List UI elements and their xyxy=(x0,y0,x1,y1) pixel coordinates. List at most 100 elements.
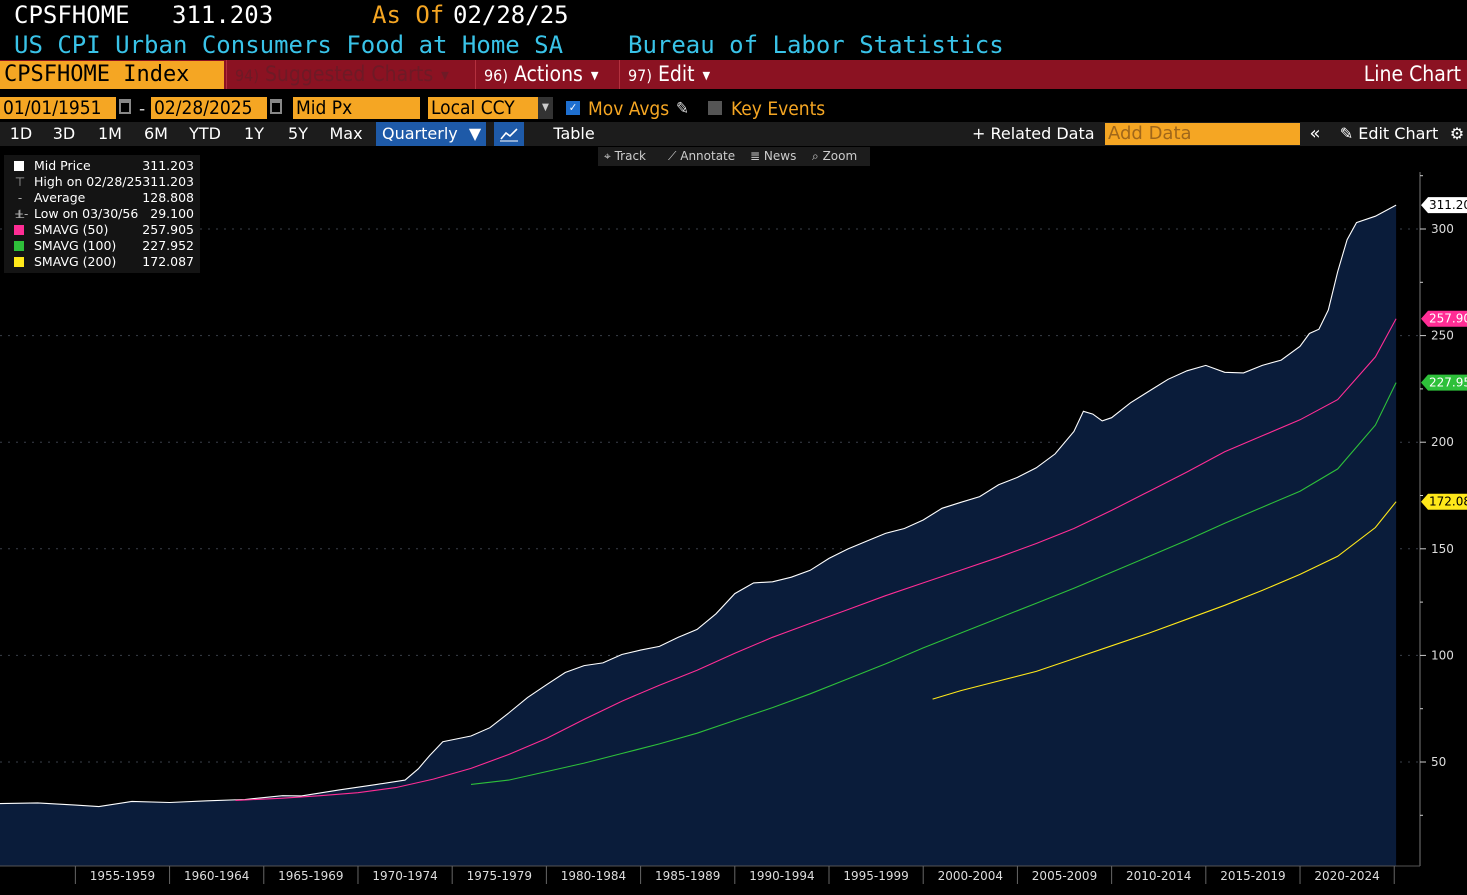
annotate-tool[interactable]: ⟋ Annotate xyxy=(662,147,744,166)
range-1m[interactable]: 1M xyxy=(98,124,122,143)
range-6m[interactable]: 6M xyxy=(144,124,168,143)
range-toolbar: 1D 3D 1M 6M YTD 1Y 5Y Max Quarterly ▼ Ta… xyxy=(0,122,1467,146)
y-tick-label: 300 xyxy=(1431,222,1454,236)
y-tick-label: 50 xyxy=(1431,755,1446,769)
x-tick-label: 1990-1994 xyxy=(749,869,814,883)
related-data-button[interactable]: + Related Data xyxy=(972,124,1094,143)
as-of-date: 02/28/25 xyxy=(453,1,569,29)
calendar-icon[interactable] xyxy=(119,99,131,114)
calendar-icon[interactable] xyxy=(270,99,282,114)
average-marker-icon: -+- xyxy=(14,191,29,221)
range-1y[interactable]: 1Y xyxy=(244,124,264,143)
last-value-tag-bg xyxy=(1421,374,1467,391)
legend-value: 311.203 xyxy=(142,158,194,173)
data-source: Bureau of Labor Statistics xyxy=(628,31,1004,59)
news-tool[interactable]: ≣ News xyxy=(744,147,806,166)
x-tick-label: 1985-1989 xyxy=(655,869,720,883)
ticker: CPSFHOME xyxy=(14,1,130,29)
last-value-tag: 311.203 xyxy=(1421,197,1467,214)
range-max[interactable]: Max xyxy=(329,124,363,143)
chart-legend: Mid Price 311.203 ⊤ High on 02/28/25 311… xyxy=(4,155,200,273)
smavg-200-line xyxy=(932,501,1397,700)
news-icon: ≣ xyxy=(750,149,761,163)
currency-select[interactable]: Local CCY xyxy=(428,97,538,119)
last-price: 311.203 xyxy=(172,1,274,29)
range-5y[interactable]: 5Y xyxy=(288,124,308,143)
legend-label: SMAVG (50) xyxy=(34,222,109,237)
line-chart-view-button[interactable] xyxy=(494,122,524,146)
dropdown-arrow-icon[interactable]: ▼ xyxy=(538,97,553,119)
suggested-charts-menu[interactable]: 94) Suggested Charts ▼ xyxy=(226,60,474,89)
date-separator: - xyxy=(139,98,146,120)
mov-avgs-label: Mov Avgs xyxy=(588,98,670,120)
x-tick-label: 1955-1959 xyxy=(90,869,155,883)
mov-avgs-checkbox[interactable]: ✓ xyxy=(566,101,580,115)
x-tick-label: 2015-2019 xyxy=(1220,869,1285,883)
range-ytd[interactable]: YTD xyxy=(189,124,221,143)
last-value-tag-text: 172.087 xyxy=(1429,495,1467,509)
range-3d[interactable]: 3D xyxy=(52,124,76,143)
range-1d[interactable]: 1D xyxy=(9,124,33,143)
legend-swatch xyxy=(14,225,24,235)
legend-label: Mid Price xyxy=(34,158,91,173)
legend-value: 257.905 xyxy=(142,222,194,237)
x-tick-label: 1960-1964 xyxy=(184,869,249,883)
legend-swatch xyxy=(14,161,24,171)
legend-label: SMAVG (200) xyxy=(34,254,117,269)
start-date-field[interactable]: 01/01/1951 xyxy=(0,97,116,119)
high-marker-icon: ⊤ xyxy=(14,175,26,189)
menu-number: 94) xyxy=(235,66,259,85)
x-tick-label: 2010-2014 xyxy=(1126,869,1191,883)
y-tick-label: 200 xyxy=(1431,435,1454,449)
price-chart[interactable]: 50100150200250300311.203257.905227.95217… xyxy=(0,147,1467,895)
x-tick-label: 1995-1999 xyxy=(843,869,908,883)
crosshair-icon: ⌖ xyxy=(604,149,611,163)
pencil-icon[interactable]: ✎ xyxy=(676,99,689,119)
gear-icon[interactable]: ⚙ xyxy=(1449,124,1465,143)
edit-chart-label: Edit Chart xyxy=(1358,124,1439,143)
price-field-select[interactable]: Mid Px xyxy=(293,97,420,119)
key-events-label: Key Events xyxy=(731,98,826,120)
legend-item: SMAVG (50) 257.905 xyxy=(4,222,200,238)
security-name: US CPI Urban Consumers Food at Home SA xyxy=(14,31,564,59)
legend-swatch xyxy=(14,257,24,267)
legend-label: High on 02/28/25 xyxy=(34,174,143,189)
add-data-input[interactable]: Add Data xyxy=(1105,123,1300,145)
menu-number: 96) xyxy=(484,66,508,85)
zoom-tool[interactable]: ⌕ Zoom xyxy=(806,147,870,166)
key-events-checkbox[interactable] xyxy=(708,101,722,115)
annotate-label: Annotate xyxy=(680,149,736,163)
legend-item: ⊥ Low on 03/30/56 29.100 xyxy=(4,206,200,222)
edit-menu[interactable]: 97) Edit ▼ xyxy=(619,60,725,89)
caret-down-icon: ▼ xyxy=(468,124,482,143)
actions-menu[interactable]: 96) Actions ▼ xyxy=(475,60,618,89)
legend-value: 172.087 xyxy=(142,254,194,269)
last-value-tag-text: 227.952 xyxy=(1429,376,1467,390)
edit-chart-button[interactable]: ✎ Edit Chart xyxy=(1334,122,1444,146)
legend-label: Average xyxy=(34,190,86,205)
as-of-label: As Of xyxy=(372,1,445,29)
smavg-100-line xyxy=(470,382,1397,785)
legend-item: Mid Price 311.203 xyxy=(4,158,200,174)
security-description: US CPI Urban Consumers Food at Home SA B… xyxy=(0,30,1467,60)
last-value-tag-text: 311.203 xyxy=(1429,198,1467,212)
legend-value: 227.952 xyxy=(142,238,194,253)
legend-value: 311.203 xyxy=(142,174,194,189)
legend-label: SMAVG (100) xyxy=(34,238,117,253)
legend-item: SMAVG (200) 172.087 xyxy=(4,254,200,270)
security-index-field[interactable]: CPSFHOME Index xyxy=(0,61,224,89)
end-date-field[interactable]: 02/28/2025 xyxy=(151,97,267,119)
menu-label: Edit xyxy=(657,62,695,86)
x-tick-label: 1965-1969 xyxy=(278,869,343,883)
news-label: News xyxy=(763,149,797,163)
x-tick-label: 1980-1984 xyxy=(561,869,626,883)
menu-bar: CPSFHOME Index 94) Suggested Charts ▼ 96)… xyxy=(0,60,1467,89)
annotate-icon: ⟋ xyxy=(668,149,677,163)
y-tick-label: 150 xyxy=(1431,542,1454,556)
track-tool[interactable]: ⌖ Track xyxy=(598,147,662,166)
last-value-tag: 227.952 xyxy=(1421,374,1467,391)
table-view-button[interactable]: Table xyxy=(553,124,595,143)
collapse-double-chevron-icon[interactable]: « xyxy=(1309,123,1321,144)
zoom-label: Zoom xyxy=(822,149,858,163)
frequency-select[interactable]: Quarterly ▼ xyxy=(376,122,486,146)
